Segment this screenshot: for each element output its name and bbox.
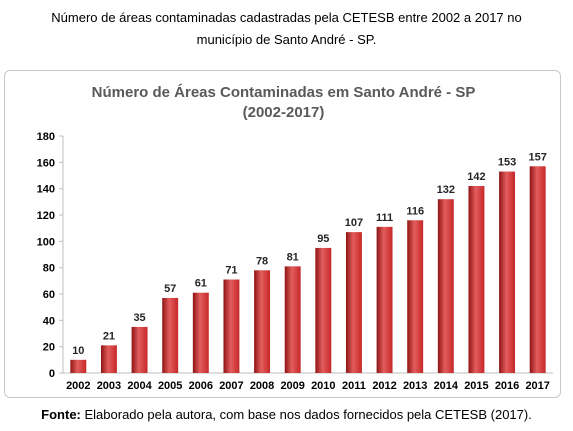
chart-subtitle: (2002-2017) [242,104,325,121]
bar [315,247,332,373]
bar [162,297,179,373]
y-tick-label: 20 [43,342,55,354]
x-tick-label: 2017 [525,380,549,392]
y-tick-label: 0 [49,368,55,380]
y-tick-label: 160 [37,157,55,169]
x-tick-label: 2002 [66,380,90,392]
bar [407,220,424,373]
y-tick-label: 120 [37,210,55,222]
data-label: 57 [164,283,176,295]
x-tick-label: 2015 [464,380,488,392]
chart-container: Número de Áreas Contaminadas em Santo An… [4,70,561,398]
data-label: 142 [467,171,485,183]
data-label: 81 [287,251,299,263]
data-label: 61 [195,278,207,290]
data-label: 21 [103,330,115,342]
x-tick-label: 2006 [189,380,213,392]
y-tick-label: 180 [37,131,55,143]
x-tick-label: 2004 [127,380,152,392]
figure-caption-line-1: Número de áreas contaminadas cadastradas… [51,10,522,25]
x-tick-label: 2008 [250,380,274,392]
y-tick-label: 40 [43,315,55,327]
source-text: Elaborado pela autora, com base nos dado… [80,407,532,422]
bar [254,270,271,373]
source-label: Fonte: [41,407,81,422]
data-label: 157 [529,151,547,163]
chart-title: Número de Áreas Contaminadas em Santo An… [91,84,476,101]
x-tick-label: 2011 [342,380,366,392]
data-label: 35 [133,312,145,324]
y-tick-label: 60 [43,289,55,301]
figure-source: Fonte: Elaborado pela autora, com base n… [0,406,573,424]
x-tick-label: 2014 [434,380,459,392]
x-tick-label: 2009 [280,380,304,392]
bar [468,186,485,373]
x-tick-label: 2005 [158,380,182,392]
data-label: 78 [256,255,268,267]
bar [223,279,240,373]
bar [192,292,209,373]
bar [437,199,454,373]
data-label: 132 [437,184,455,196]
bar-chart-plot: 0 20 40 60 80 100 120 140 160 180 10 2002 21 2003 35 20… [37,131,553,392]
data-label: 107 [345,217,363,229]
x-tick-label: 2013 [403,380,427,392]
x-tick-label: 2016 [495,380,519,392]
bar [345,232,362,373]
bar [70,359,87,373]
figure-caption-line-2: município de Santo André - SP. [196,32,377,47]
x-tick-label: 2012 [372,380,396,392]
y-tick-label: 100 [37,236,55,248]
bar [131,326,148,373]
x-tick-label: 2003 [97,380,121,392]
data-label: 95 [317,233,329,245]
data-label: 116 [406,205,424,217]
y-tick-label: 140 [37,184,55,196]
bar [499,171,516,373]
data-label: 71 [225,265,237,277]
y-tick-label: 80 [43,263,55,275]
bar [284,266,301,373]
x-tick-label: 2010 [311,380,335,392]
bar [100,345,117,373]
bar [529,166,546,373]
x-tick-label: 2007 [219,380,243,392]
data-label: 10 [72,345,84,357]
bar [376,226,393,373]
data-label: 153 [498,157,516,169]
data-label: 111 [376,212,393,224]
